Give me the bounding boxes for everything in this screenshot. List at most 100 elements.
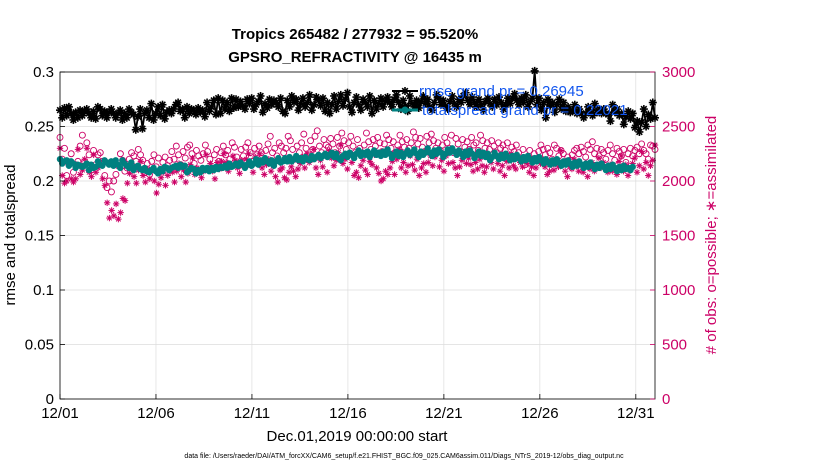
rmse-point: [423, 95, 432, 104]
obs-possible-point: [620, 145, 628, 153]
obs-possible-point: [582, 153, 590, 161]
rmse-point-stroke: [241, 105, 249, 113]
obs-assimilated-point-stroke: [338, 142, 344, 148]
totalspread-point: [116, 164, 124, 172]
rmse-point-stroke: [145, 114, 153, 122]
obs-assimilated-point: [557, 147, 564, 154]
obs-assimilated-point-stroke: [481, 169, 487, 175]
obs-assimilated-point: [642, 159, 650, 166]
rmse-point-stroke: [123, 114, 131, 122]
rmse-point-stroke: [237, 98, 244, 105]
rmse-point-stroke: [439, 96, 447, 104]
series-totalspread: [56, 145, 636, 177]
rmse-point: [174, 98, 183, 107]
obs-assimilated-point: [449, 159, 457, 166]
obs-assimilated-point-stroke: [457, 164, 463, 170]
rmse-point-stroke: [232, 95, 240, 103]
obs-possible-point: [380, 140, 388, 148]
rmse-point-stroke: [589, 112, 596, 119]
rmse-point-stroke: [520, 99, 527, 106]
rmse-point: [448, 91, 457, 100]
rmse-point-stroke: [330, 92, 338, 100]
obs-assimilated-point-stroke: [513, 166, 519, 172]
obs-assimilated-point: [645, 172, 652, 179]
obs-assimilated-point: [425, 159, 432, 166]
rmse-point-stroke: [281, 110, 289, 117]
obs-assimilated-point-stroke: [165, 172, 171, 179]
obs-assimilated-point: [182, 178, 189, 186]
obs-assimilated-point: [178, 173, 185, 180]
rmse-point-stroke: [424, 95, 432, 103]
rmse-point-stroke: [377, 94, 385, 102]
obs-assimilated-point: [546, 167, 553, 175]
rmse-point-stroke: [457, 99, 465, 106]
rmse-line: [59, 70, 656, 133]
obs-assimilated-point: [445, 160, 452, 167]
rmse-point-stroke: [531, 67, 539, 75]
obs-assimilated-point-stroke: [510, 163, 517, 169]
rmse-point-stroke: [575, 105, 583, 113]
obs-possible-point: [423, 132, 431, 140]
rmse-point-stroke: [370, 96, 378, 104]
obs-assimilated-point: [285, 169, 293, 176]
obs-assimilated-point-stroke: [100, 176, 106, 182]
rmse-point-stroke: [529, 94, 536, 102]
obs-assimilated-point-stroke: [151, 178, 157, 184]
rmse-point-stroke: [511, 90, 519, 98]
obs-assimilated-point-stroke: [243, 156, 249, 162]
obs-assimilated-point: [375, 170, 383, 177]
rmse-point-stroke: [386, 99, 394, 106]
obs-possible-point: [105, 177, 113, 185]
obs-assimilated-point-stroke: [430, 163, 436, 169]
y-tick-label-right: 2500: [662, 119, 695, 136]
rmse-point: [539, 98, 548, 107]
obs-possible-point: [154, 154, 162, 162]
obs-assimilated-point-stroke: [373, 165, 380, 171]
rmse-point: [305, 90, 314, 99]
rmse-point-stroke: [161, 115, 169, 123]
obs-assimilated-point-stroke: [564, 174, 571, 180]
obs-possible-point: [470, 141, 478, 149]
obs-assimilated-point-stroke: [250, 169, 256, 175]
rmse-point-stroke: [299, 94, 307, 102]
legend-label-spread: totalspread grand pr = 0.22021: [422, 102, 628, 119]
obs-assimilated-point-stroke: [162, 182, 169, 188]
rmse-point-stroke: [480, 106, 487, 114]
rmse-point-stroke: [92, 115, 100, 123]
obs-possible-point: [575, 150, 583, 158]
obs-assimilated-point-stroke: [133, 180, 139, 186]
obs-assimilated-point-stroke: [140, 172, 146, 179]
obs-possible-point: [546, 149, 554, 157]
rmse-point: [530, 66, 539, 75]
rmse-point-stroke: [419, 92, 427, 100]
rmse-point: [225, 107, 234, 116]
y-axis-label-right: # of obs: o=possible; ∗=assimilated: [703, 116, 720, 355]
rmse-point-stroke: [636, 128, 643, 136]
obs-possible-point: [577, 143, 585, 151]
rmse-point-stroke: [475, 95, 483, 103]
rmse-point-stroke: [468, 93, 476, 101]
rmse-point: [131, 125, 140, 134]
rmse-point: [294, 106, 303, 115]
obs-assimilated-point-stroke: [501, 172, 508, 179]
rmse-point-stroke: [344, 89, 351, 97]
rmse-point-stroke: [341, 95, 349, 103]
obs-assimilated-point: [519, 163, 526, 171]
obs-assimilated-point: [256, 150, 264, 157]
obs-assimilated-point: [402, 169, 409, 176]
obs-possible-point: [266, 132, 274, 140]
obs-assimilated-point-stroke: [109, 207, 115, 214]
obs-possible-point: [615, 148, 623, 156]
obs-assimilated-point: [631, 154, 638, 162]
obs-assimilated-point: [115, 215, 122, 223]
obs-possible-point: [508, 143, 516, 151]
rmse-point: [216, 109, 225, 118]
obs-assimilated-point: [272, 173, 279, 180]
obs-possible-point: [403, 136, 411, 144]
obs-possible-point: [586, 145, 594, 153]
totalspread-point: [181, 162, 188, 169]
rmse-point: [648, 98, 657, 107]
obs-possible-point: [78, 131, 86, 139]
obs-possible-point: [289, 145, 297, 153]
obs-assimilated-point-stroke: [468, 162, 474, 168]
